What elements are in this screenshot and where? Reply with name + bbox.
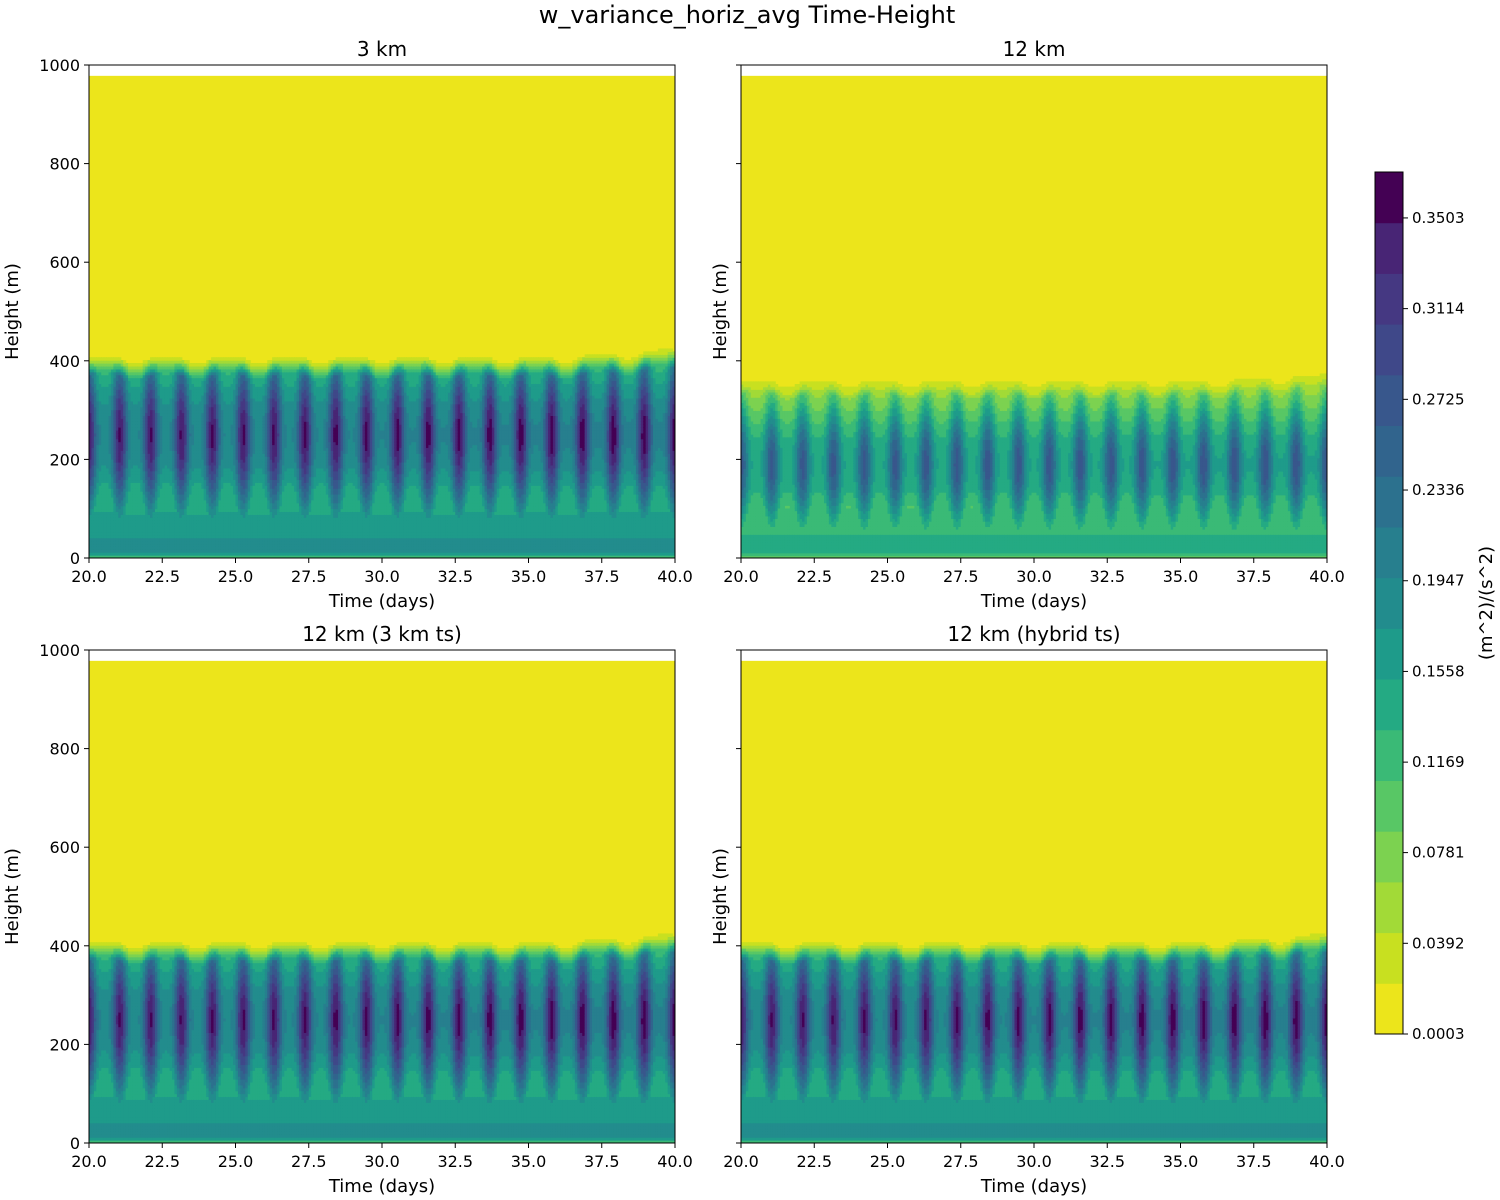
contour-field	[89, 76, 676, 559]
figure-title: w_variance_horiz_avg Time-Height	[539, 1, 955, 29]
